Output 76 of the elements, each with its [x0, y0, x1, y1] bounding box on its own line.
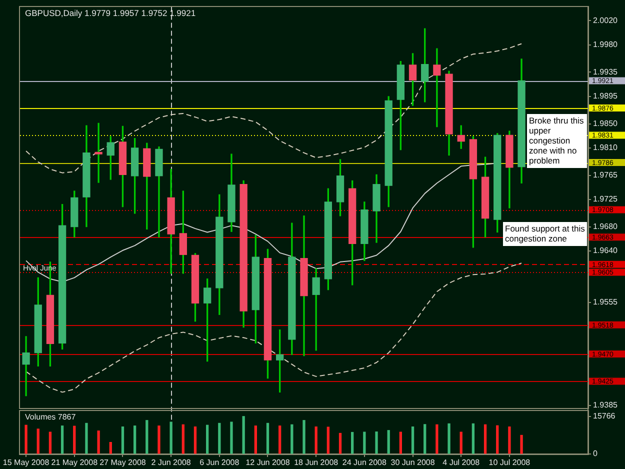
bar: [290, 424, 294, 454]
bar: [242, 416, 245, 454]
candlestick: [22, 336, 30, 396]
bar: [338, 432, 342, 454]
bar: [97, 430, 100, 454]
bar: [484, 424, 487, 454]
y-tick-label: 1.9850: [593, 118, 618, 128]
bar: [194, 426, 197, 454]
bar: [508, 426, 511, 454]
line-series: [26, 262, 522, 393]
y-tick-label: 1.9895: [593, 92, 618, 101]
x-tick-label: 2 Jun 2008: [151, 458, 192, 468]
y-tick-label: 1.9725: [593, 194, 618, 204]
x-tick-label: 15 May 2008: [2, 458, 50, 468]
y-tick-label: 2.0020: [593, 16, 618, 25]
bar: [314, 426, 318, 454]
line-series: [26, 43, 522, 174]
bar: [448, 423, 450, 454]
bar: [36, 428, 40, 454]
bar: [266, 422, 270, 454]
annotation: Broke thru this upper congestion zone with no problem: [529, 115, 584, 166]
bar: [60, 426, 64, 454]
candlestick: [433, 48, 441, 128]
bar: [460, 432, 462, 454]
y-tick-label: 1.9680: [593, 222, 618, 231]
y-tick-label: 1.9980: [593, 40, 618, 50]
y2-tick-label: 0: [593, 449, 598, 458]
y-tick-label: 1.9555: [593, 298, 618, 307]
x-tick-label: 24 Jun 2008: [342, 458, 387, 468]
x-tick-label: 6 Jun 2008: [200, 458, 240, 468]
y-tick-label: 1.9935: [593, 67, 618, 76]
x-tick-label: 18 Jun 2008: [294, 458, 339, 468]
y-tick-label: 1.9810: [593, 143, 618, 152]
bar: [218, 422, 221, 454]
x-tick-label: 21 May 2008: [51, 458, 98, 468]
bar: [254, 426, 257, 454]
y-tick-label: 1.9765: [593, 170, 618, 180]
bar: [230, 422, 233, 454]
bar: [326, 426, 330, 454]
bar: [302, 420, 306, 454]
bar: [206, 424, 209, 454]
bar: [182, 424, 184, 454]
bar: [73, 426, 76, 454]
bar: [424, 424, 426, 454]
bar: [278, 426, 282, 454]
y-tick-label: 1.9385: [593, 400, 618, 410]
bar: [520, 434, 523, 454]
bar: [472, 423, 475, 454]
bar: [85, 422, 88, 454]
bar: [158, 426, 160, 454]
bar: [436, 424, 438, 454]
x-tick-label: 30 Jun 2008: [390, 458, 436, 468]
bar: [411, 426, 414, 454]
y-tick-label: 1.9640: [593, 246, 618, 256]
x-tick-label: 10 Jul 2008: [488, 458, 531, 468]
bar: [146, 420, 148, 454]
chart-title: GBPUSD,Daily 1.9779 1.9957 1.9752 1.9921: [25, 8, 196, 18]
bar: [399, 432, 402, 454]
series-label: Volumes 7867: [25, 412, 76, 422]
bar: [351, 432, 354, 454]
x-tick-label: 12 Jun 2008: [246, 458, 290, 468]
bar: [109, 442, 112, 454]
candlestick: [94, 122, 102, 183]
y2-tick-label: 15766: [593, 412, 616, 421]
bar: [387, 430, 390, 454]
bar: [170, 422, 172, 454]
bar: [48, 432, 52, 454]
bar: [133, 426, 136, 454]
bar: [496, 425, 499, 454]
annotation: Found support at this congestion zone: [505, 223, 585, 244]
x-tick-label: 4 Jul 2008: [442, 458, 480, 468]
bar: [375, 431, 378, 454]
bar: [24, 424, 28, 454]
bar: [121, 426, 124, 454]
x-tick-label: 27 May 2008: [100, 458, 146, 468]
bar: [363, 432, 366, 454]
